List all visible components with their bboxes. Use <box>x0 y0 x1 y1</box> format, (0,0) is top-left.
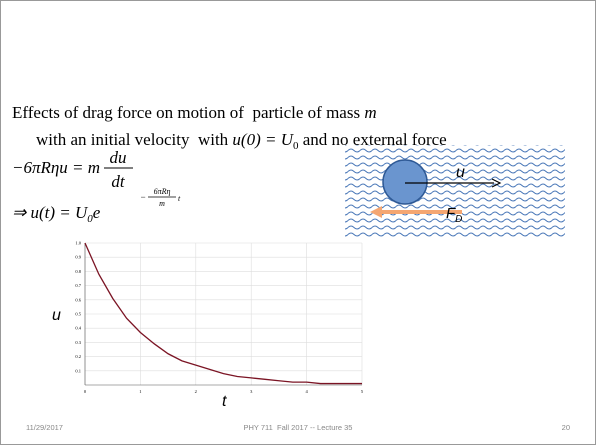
drag-f: F <box>446 205 456 222</box>
condition-a: with an initial velocity with <box>36 130 232 149</box>
y-tick-label: 0.9 <box>75 255 81 260</box>
title-var: m <box>364 103 376 122</box>
y-tick-label: 0.7 <box>75 283 81 288</box>
x-tick-label: 4 <box>305 389 308 394</box>
y-tick-label: 0.8 <box>75 269 81 274</box>
chart: 0.1 0.2 0.3 0.4 0.5 0.6 0.7 0.8 0.9 1.0 0 1 2 3 4 5 u t <box>52 241 364 411</box>
exp-den: m <box>159 199 165 208</box>
particle <box>382 159 428 205</box>
drag-arrow-head <box>370 206 382 218</box>
equation-2: ⇒ u(t) = U0e <box>12 203 101 225</box>
title: Effects of drag force on motion of parti… <box>12 103 377 122</box>
condition-sub: 0 <box>293 140 299 152</box>
equation-1-num: du <box>110 148 127 167</box>
y-tick-label: 0.3 <box>75 340 81 345</box>
x-tick-label: 0 <box>84 389 87 394</box>
y-tick-label: 0.2 <box>75 354 81 359</box>
x-tick-label: 2 <box>195 389 197 394</box>
y-tick-label: 0.4 <box>75 326 81 331</box>
exp-t: t <box>178 194 181 203</box>
footer-page: 20 <box>562 423 570 432</box>
footer-date: 11/29/2017 <box>26 423 63 432</box>
equation-2-lhs: ⇒ u(t) = U <box>12 203 89 222</box>
x-tick-label: 3 <box>250 389 253 394</box>
y-tick-label: 0.6 <box>75 297 81 302</box>
footer-course: PHY 711 Fall 2017 -- Lecture 35 <box>244 423 353 432</box>
equation-1-den: dt <box>111 172 126 191</box>
velocity-label: u <box>456 164 465 181</box>
title-text: Effects of drag force on motion of parti… <box>12 103 364 122</box>
equation-1: −6πRηu = m <box>12 158 100 177</box>
y-axis-label: u <box>52 307 61 324</box>
equation-2-e: e <box>93 203 101 222</box>
exp-sign: − <box>140 192 146 202</box>
condition-c: and no external force <box>299 130 447 149</box>
exp-num: 6πRη <box>154 187 171 196</box>
x-tick-label: 5 <box>361 389 364 394</box>
drag-sub: D <box>455 214 462 225</box>
equation-2-sub: 0 <box>87 213 93 225</box>
condition-line: with an initial velocity with u(0) = U0 … <box>36 130 447 152</box>
y-tick-label: 0.5 <box>75 312 81 317</box>
y-tick-label: 0.1 <box>75 368 81 373</box>
x-axis-label: t <box>222 393 227 410</box>
velocity-arrow-head <box>491 178 502 188</box>
drag-label: FD <box>446 205 462 225</box>
y-tick-label: 1.0 <box>75 241 81 246</box>
data-line <box>84 242 362 385</box>
condition-b: u(0) = U <box>232 130 294 149</box>
fluid <box>345 145 565 237</box>
x-tick-label: 1 <box>139 389 141 394</box>
